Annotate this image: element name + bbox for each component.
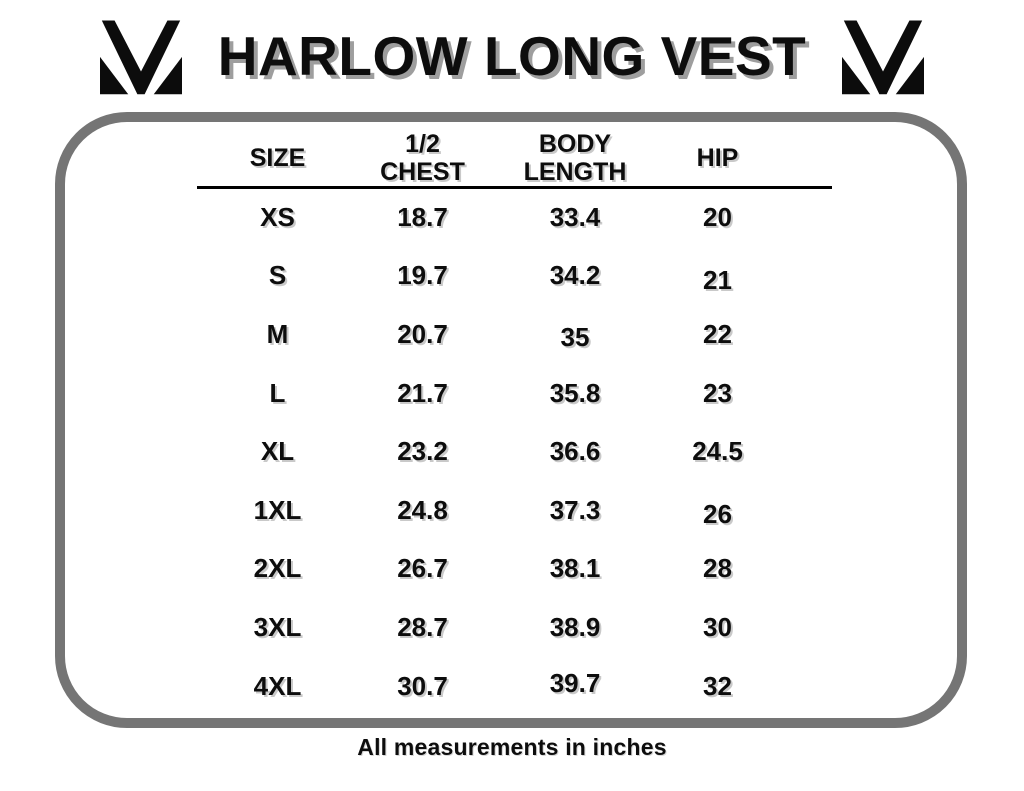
half-chest-cell: 30.7 (397, 670, 448, 701)
column-header-hip: HIP (696, 144, 739, 172)
size-cell: 1XL (253, 494, 302, 525)
size-cell: XS (260, 201, 295, 232)
size-cell: 4XL (253, 670, 302, 701)
m-checkmark-logo-icon (836, 15, 930, 97)
hip-cell: 21 (703, 265, 732, 296)
m-checkmark-logo-icon (94, 15, 188, 97)
size-cell: 2XL (253, 553, 302, 584)
body-length-cell: 39.7 (549, 667, 601, 698)
size-chart-table: XS 18.7 33.4 20 S 19.7 34.2 21 M 20.7 35… (195, 188, 770, 715)
header-rule (197, 186, 832, 189)
hip-cell: 23 (703, 377, 732, 408)
body-length-cell: 33.4 (549, 201, 601, 232)
half-chest-cell: 21.7 (397, 377, 448, 408)
half-chest-cell: 24.8 (397, 494, 448, 525)
column-header-half-chest: 1/2 CHEST (380, 130, 465, 186)
page-title: HARLOW LONG VEST (217, 25, 807, 87)
column-header-size: SIZE (249, 144, 306, 172)
column-header-body-length: BODY LENGTH (523, 130, 627, 186)
hip-cell: 26 (703, 498, 732, 529)
body-length-cell: 35.8 (549, 377, 601, 408)
body-length-cell: 35 (560, 321, 590, 352)
hip-cell: 28 (703, 553, 732, 584)
table-row: XL 23.2 36.6 24.5 (195, 422, 770, 481)
table-row: 1XL 24.8 37.3 26 (195, 481, 770, 540)
size-cell: S (268, 260, 287, 291)
table-row: 3XL 28.7 38.9 30 (195, 598, 770, 657)
half-chest-cell: 28.7 (397, 611, 448, 642)
half-chest-cell: 26.7 (397, 553, 448, 584)
hip-cell: 32 (703, 670, 732, 701)
size-cell: 3XL (253, 611, 302, 642)
half-chest-cell: 23.2 (397, 436, 448, 467)
table-row: 4XL 30.7 39.7 32 (195, 657, 770, 716)
size-cell: XL (260, 436, 295, 467)
hip-cell: 22 (703, 318, 732, 349)
hip-cell: 24.5 (692, 436, 743, 467)
body-length-cell: 38.1 (549, 553, 601, 584)
body-length-cell: 38.9 (549, 611, 601, 642)
header: HARLOW LONG VEST (0, 8, 1024, 104)
size-chart-frame (55, 112, 967, 728)
table-header-row: SIZE 1/2 CHEST BODY LENGTH HIP (195, 130, 770, 186)
size-cell: M (266, 318, 289, 349)
table-row: S 19.7 34.2 21 (195, 247, 770, 306)
table-row: 2XL 26.7 38.1 28 (195, 540, 770, 599)
body-length-cell: 37.3 (549, 494, 601, 525)
half-chest-cell: 20.7 (397, 318, 448, 349)
table-row: M 20.7 35 22 (195, 305, 770, 364)
table-row: XS 18.7 33.4 20 (195, 188, 770, 247)
half-chest-cell: 19.7 (397, 260, 448, 291)
size-cell: L (269, 377, 286, 408)
hip-cell: 20 (703, 201, 732, 232)
hip-cell: 30 (703, 611, 732, 642)
measurement-units-note: All measurements in inches (357, 734, 667, 760)
body-length-cell: 34.2 (549, 260, 601, 291)
table-row: L 21.7 35.8 23 (195, 364, 770, 423)
half-chest-cell: 18.7 (397, 201, 448, 232)
body-length-cell: 36.6 (549, 436, 601, 467)
